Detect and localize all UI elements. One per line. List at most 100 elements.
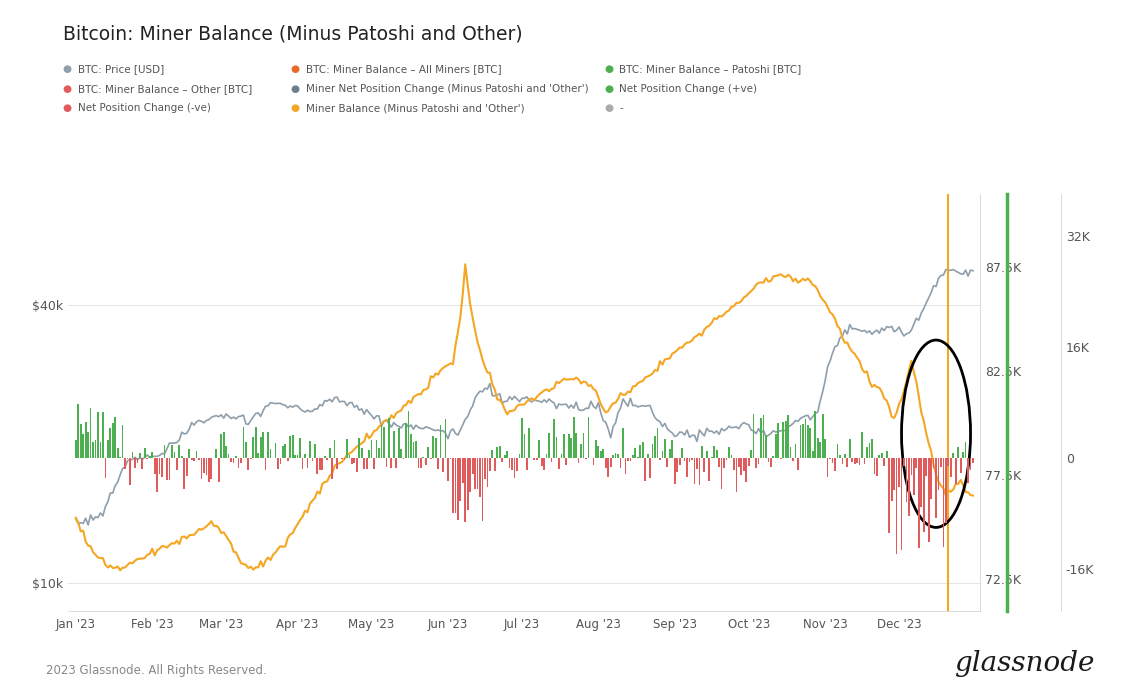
Bar	[413, 442, 414, 458]
Bar	[146, 458, 148, 459]
Bar	[570, 438, 572, 458]
Bar	[131, 452, 133, 458]
Bar	[420, 458, 422, 468]
Bar	[620, 458, 621, 468]
Bar	[523, 434, 526, 458]
Bar	[686, 458, 687, 477]
Bar	[644, 458, 646, 481]
Bar	[640, 446, 641, 458]
Bar	[267, 432, 269, 458]
Bar	[926, 458, 927, 476]
Bar	[428, 447, 429, 458]
Bar	[218, 458, 220, 482]
Bar	[211, 458, 212, 479]
Text: ●: ●	[291, 84, 300, 94]
Bar	[152, 452, 153, 458]
Bar	[388, 418, 390, 458]
Bar	[353, 458, 356, 463]
Bar	[154, 458, 155, 475]
Bar	[324, 457, 326, 458]
Bar	[349, 455, 350, 458]
Bar	[356, 458, 358, 472]
Bar	[669, 449, 670, 458]
Bar	[245, 442, 246, 458]
Bar	[432, 436, 434, 458]
Bar	[243, 428, 244, 458]
Bar	[972, 458, 974, 463]
Bar	[970, 458, 971, 471]
Bar	[241, 458, 242, 462]
Bar	[237, 458, 239, 468]
Bar	[807, 425, 808, 458]
Bar	[706, 451, 708, 458]
Bar	[903, 458, 905, 466]
Bar	[814, 411, 816, 458]
Bar	[627, 458, 629, 462]
Bar	[366, 458, 367, 469]
Text: Bitcoin: Miner Balance (Minus Patoshi and Other): Bitcoin: Miner Balance (Minus Patoshi an…	[63, 24, 522, 43]
Bar	[314, 443, 316, 458]
Bar	[82, 434, 84, 458]
Bar	[262, 432, 264, 458]
Bar	[144, 448, 146, 458]
Bar	[516, 458, 518, 471]
Bar	[945, 458, 946, 523]
Bar	[629, 458, 632, 461]
Bar	[127, 458, 129, 459]
Bar	[676, 458, 678, 472]
Bar	[881, 453, 882, 458]
Bar	[852, 458, 853, 462]
Bar	[378, 448, 380, 458]
Bar	[918, 458, 920, 548]
Bar	[894, 458, 895, 490]
Bar	[459, 458, 462, 502]
Bar	[358, 438, 360, 458]
Bar	[440, 425, 441, 458]
Text: ●: ●	[604, 103, 613, 113]
Bar	[873, 458, 876, 474]
Bar	[748, 458, 750, 466]
Bar	[430, 458, 432, 459]
Bar	[546, 454, 547, 458]
Bar	[933, 458, 935, 468]
Bar	[544, 458, 545, 471]
Bar	[114, 417, 116, 458]
Bar	[854, 458, 855, 464]
Bar	[299, 438, 301, 458]
Bar	[593, 458, 594, 465]
Bar	[141, 458, 144, 469]
Bar	[674, 458, 676, 484]
Bar	[858, 458, 861, 465]
Bar	[95, 439, 97, 458]
Bar	[703, 458, 706, 471]
Bar	[782, 422, 784, 458]
Bar	[99, 442, 101, 458]
Bar	[879, 455, 880, 458]
Bar	[716, 450, 717, 458]
Bar	[765, 435, 767, 458]
Bar	[960, 458, 961, 473]
Bar	[775, 434, 776, 458]
Bar	[839, 455, 841, 458]
Bar	[179, 445, 180, 458]
Bar	[415, 441, 417, 458]
Bar	[105, 458, 106, 478]
Bar	[538, 440, 540, 458]
Bar	[481, 458, 483, 521]
Bar	[920, 458, 922, 507]
Bar	[479, 458, 481, 497]
Bar	[940, 458, 942, 467]
Bar	[684, 458, 685, 461]
Bar	[714, 446, 715, 458]
Bar	[472, 458, 473, 475]
Bar	[829, 458, 831, 459]
Bar	[943, 458, 944, 548]
Bar	[760, 418, 762, 458]
Bar	[205, 458, 207, 475]
Bar	[617, 454, 619, 458]
Bar	[277, 458, 279, 469]
Bar	[652, 444, 653, 458]
Bar	[122, 425, 123, 458]
Bar	[937, 458, 939, 489]
Text: ●: ●	[604, 84, 613, 94]
